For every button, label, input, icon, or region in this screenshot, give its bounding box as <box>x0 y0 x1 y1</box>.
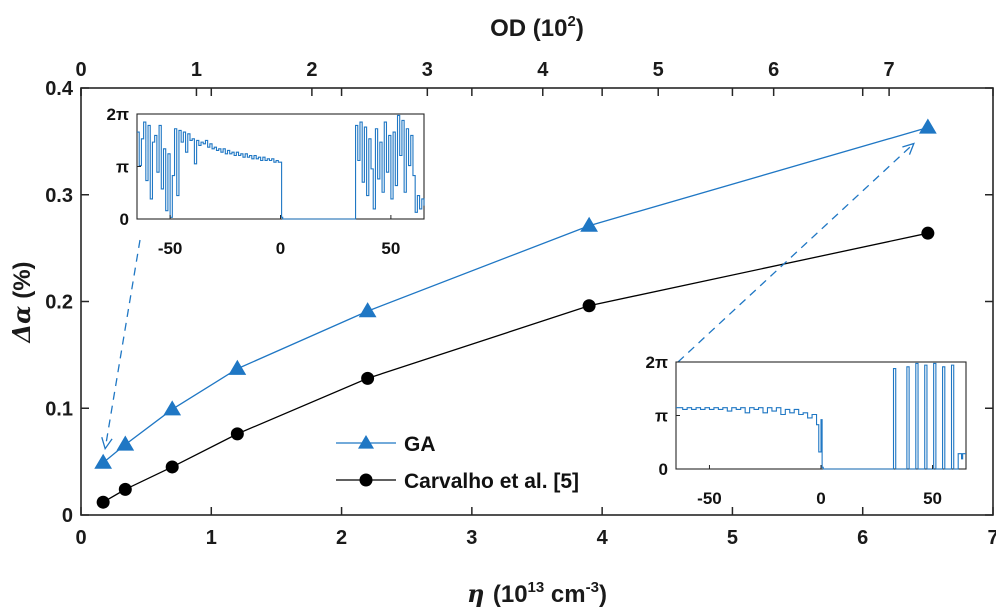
y-tick-label: 0.2 <box>45 292 73 314</box>
top-tick-label: 0 <box>75 59 86 81</box>
inset-x-tick-label: -50 <box>697 489 722 508</box>
y-tick-label: 0.4 <box>45 78 74 100</box>
inset-right: -50 0 50 0 π 2π <box>646 353 967 508</box>
legend-marker-circle <box>359 473 373 487</box>
inset-y-tick-label: 0 <box>120 210 129 229</box>
data-point-triangle <box>94 453 113 469</box>
top-tick-label: 5 <box>653 59 664 81</box>
top-tick-label: 6 <box>768 59 779 81</box>
data-point-circle <box>361 371 375 385</box>
x-tick-label: 1 <box>206 527 217 549</box>
y-tick-label: 0 <box>62 505 73 527</box>
data-point-circle <box>96 495 110 509</box>
data-point-triangle <box>228 359 247 375</box>
legend-label: GA <box>404 433 436 456</box>
inset-right-arrow-head <box>902 142 915 155</box>
y-axis-symbol: Δα <box>7 305 36 343</box>
top-axis-close: ) <box>576 15 584 42</box>
x-axis-exp: 13 <box>528 579 545 596</box>
legend-label: Carvalho et al. [5] <box>404 470 579 493</box>
top-tick-label: 2 <box>306 59 317 81</box>
inset-x-tick-label: 0 <box>816 489 825 508</box>
x-axis-symbol: η <box>467 579 493 608</box>
y-axis-text: (%) <box>9 261 36 305</box>
inset-frame <box>136 113 425 220</box>
top-axis-exp: 2 <box>568 13 576 30</box>
data-point-circle <box>118 482 132 496</box>
inset-x-tick-label: -50 <box>158 239 183 258</box>
x-tick-label: 4 <box>597 527 609 549</box>
top-tick-label: 3 <box>422 59 433 81</box>
x-tick-label: 0 <box>75 527 86 549</box>
legend-marker-triangle <box>358 435 374 449</box>
data-point-triangle <box>580 216 598 232</box>
inset-y-tick-label: π <box>116 158 129 177</box>
data-point-triangle <box>163 400 182 416</box>
top-tick-label: 7 <box>884 59 895 81</box>
data-point-circle <box>165 460 179 474</box>
inset-left: -50 0 50 0 π 2π <box>107 105 425 258</box>
inset-left-arrow-head <box>101 436 113 451</box>
data-point-circle <box>582 299 596 313</box>
x-tick-label: 6 <box>857 527 868 549</box>
data-point-triangle <box>116 435 135 451</box>
inset-y-tick-label: π <box>655 407 668 426</box>
top-tick-label: 1 <box>191 59 202 81</box>
x-tick-label: 5 <box>727 527 738 549</box>
y-axis-label: Δα (%) <box>7 261 36 343</box>
top-tick-label: 4 <box>537 59 549 81</box>
inset-y-tick-label: 0 <box>659 460 668 479</box>
x-tick-label: 3 <box>466 527 477 549</box>
data-point-circle <box>921 226 935 240</box>
inset-right-arrow <box>677 143 915 363</box>
data-point-circle <box>230 427 244 441</box>
top-axis-label: OD (102) <box>490 13 584 42</box>
x-tick-label: 7 <box>987 527 996 549</box>
inset-x-tick-label: 50 <box>923 489 942 508</box>
inset-phase-trace <box>137 114 425 220</box>
top-axis-text: OD (10 <box>490 15 567 42</box>
inset-y-tick-label: 2π <box>646 353 668 372</box>
inset-left-arrow <box>104 239 141 449</box>
data-point-triangle <box>918 118 937 134</box>
y-tick-label: 0.3 <box>45 185 73 207</box>
x-axis-unit-exp: -3 <box>586 579 599 596</box>
x-axis-text: (10 <box>493 581 528 608</box>
x-axis-label: η (1013 cm-3) <box>467 579 607 608</box>
inset-phase-trace <box>676 362 966 470</box>
x-axis-close: ) <box>599 581 607 608</box>
data-point-triangle <box>358 302 377 318</box>
y-tick-label: 0.1 <box>45 398 73 420</box>
inset-frame <box>675 361 967 470</box>
inset-x-tick-label: 0 <box>276 239 285 258</box>
inset-x-tick-label: 50 <box>381 239 400 258</box>
x-axis-unit: cm <box>544 581 585 608</box>
inset-y-tick-label: 2π <box>107 105 129 124</box>
x-tick-label: 2 <box>336 527 347 549</box>
